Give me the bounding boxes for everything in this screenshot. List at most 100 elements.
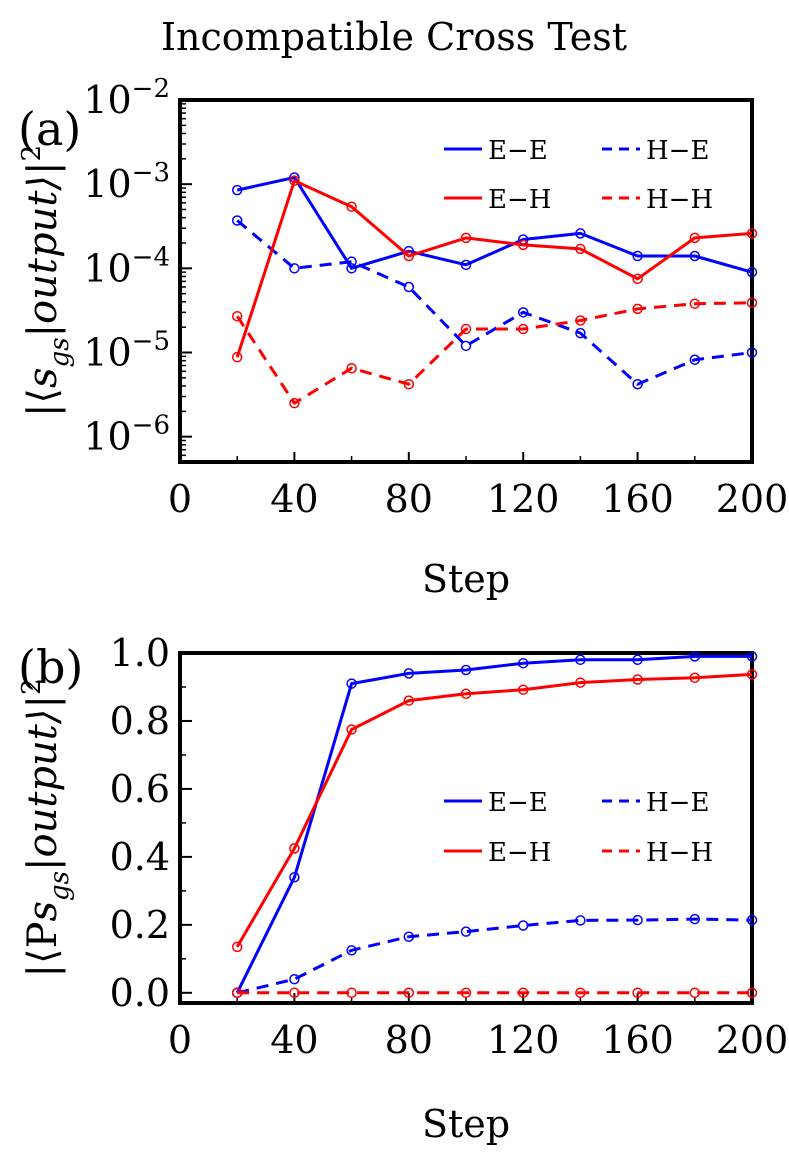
data-point-hh-b (746, 987, 758, 999)
data-point-he-a (346, 256, 357, 267)
series-line-eh-b (235, 672, 753, 948)
data-point-hh-b (289, 987, 300, 999)
series-group-b (231, 651, 758, 999)
series-line-he-a (236, 219, 753, 386)
data-point-eh-a (632, 273, 643, 285)
data-point-eh-a (231, 351, 243, 363)
y-tick-label-a: 10−2 (83, 74, 170, 122)
data-point-ee-b (517, 657, 529, 669)
x-tick-label-a: 0 (168, 477, 192, 521)
panel-a: 0 40 80 120 160 200 10−6 10−5 10−4 10−3 10−2 E−E H−… (17, 74, 788, 601)
data-point-he-a (460, 340, 472, 352)
data-point-ee-b (632, 654, 643, 666)
data-point-hh-a (231, 310, 243, 322)
data-point-hh-a (460, 323, 472, 335)
data-point-ee-a (575, 228, 586, 239)
data-point-ee-b (746, 651, 758, 662)
y-axis-label-a: |⟨sgs|output⟩|2 (17, 145, 75, 417)
data-point-eh-a (517, 239, 529, 251)
data-point-eh-a (346, 201, 357, 212)
data-point-he-b (403, 931, 415, 942)
y-tick-label-a: 10−5 (83, 326, 170, 374)
series-group-a (231, 172, 758, 409)
x-tick-label-a: 120 (487, 477, 560, 521)
series-line-ee-a (236, 176, 753, 274)
legend-label-hh-a: H−H (646, 185, 713, 215)
data-point-he-a (403, 281, 415, 293)
data-point-hh-b (403, 987, 415, 999)
x-axis-label-b: Step (422, 1102, 510, 1146)
axis-ticks-b: 0 40 80 120 160 200 0.0 0.2 0.4 0.6 0.8 1.0 (110, 631, 789, 1062)
data-point-he-b (746, 914, 758, 926)
panel-label-a: (a) (18, 102, 81, 156)
panel-label-b: (b) (18, 640, 83, 694)
data-point-eh-a (746, 228, 758, 239)
data-point-eh-b (517, 684, 529, 695)
y-axis-label-text-b: |⟨Psgs|output⟩|2 (17, 679, 75, 978)
data-point-ee-a (632, 250, 643, 262)
series-line-eh-a (235, 179, 753, 358)
data-point-he-b (289, 973, 300, 985)
data-point-he-b (689, 913, 701, 925)
data-point-eh-b (746, 669, 758, 680)
data-point-ee-a (746, 266, 758, 278)
data-point-he-b (632, 914, 643, 926)
data-point-eh-b (632, 674, 643, 685)
data-point-hh-b (517, 987, 529, 999)
data-point-hh-a (689, 298, 701, 309)
x-tick-label-b: 0 (168, 1018, 192, 1062)
y-axis-label-text-a: |⟨sgs|output⟩|2 (17, 145, 75, 417)
y-axis-label-b: |⟨Psgs|output⟩|2 (17, 679, 75, 978)
y-tick-label-b: 1.0 (110, 631, 170, 675)
legend-label-ee-b: E−E (488, 788, 548, 818)
data-point-hh-a (403, 378, 415, 390)
axis-ticks-a: 0 40 80 120 160 200 10−6 10−5 10−4 10−3 10−2 (83, 74, 788, 521)
y-tick-label-a: 10−4 (83, 242, 170, 290)
data-point-he-b (575, 915, 586, 926)
data-point-he-a (289, 263, 300, 274)
data-point-eh-b (460, 688, 472, 700)
x-tick-label-a: 40 (270, 477, 318, 521)
data-point-eh-a (460, 232, 472, 244)
legend-label-eh-a: E−H (488, 185, 551, 215)
data-point-hh-a (346, 362, 357, 374)
legend-label-he-b: H−E (646, 788, 709, 818)
figure-title: Incompatible Cross Test (161, 15, 627, 59)
data-point-ee-b (403, 668, 415, 679)
data-point-eh-b (403, 695, 415, 706)
x-tick-label-b: 120 (487, 1018, 560, 1062)
data-point-he-a (632, 378, 643, 390)
data-point-ee-a (231, 184, 243, 196)
legend-label-ee-a: E−E (488, 136, 548, 166)
data-point-ee-a (689, 250, 701, 262)
legend-label-he-a: H−E (646, 136, 709, 166)
data-point-he-b (517, 920, 529, 931)
data-point-hh-b (231, 987, 243, 999)
data-point-hh-a (575, 315, 586, 326)
data-point-he-a (231, 215, 243, 226)
data-point-hh-b (689, 987, 701, 999)
y-tick-label-a: 10−3 (83, 158, 170, 206)
legend-a: E−E H−E E−H H−H (444, 136, 713, 215)
x-tick-label-b: 160 (601, 1018, 674, 1062)
x-tick-label-a: 80 (385, 477, 433, 521)
x-tick-label-a: 160 (601, 477, 674, 521)
data-point-eh-b (575, 677, 586, 688)
data-point-ee-b (289, 872, 300, 883)
data-point-ee-b (689, 651, 701, 662)
data-point-hh-b (346, 987, 357, 999)
y-tick-label-b: 0.8 (110, 699, 170, 743)
data-point-he-a (746, 347, 758, 358)
x-axis-label-a: Step (422, 557, 510, 601)
series-line-hh-a (235, 301, 753, 405)
data-point-hh-b (632, 987, 643, 999)
data-point-hh-a (632, 303, 643, 315)
data-point-ee-a (460, 259, 472, 271)
x-tick-label-b: 40 (270, 1018, 318, 1062)
data-point-ee-a (346, 263, 357, 274)
y-tick-label-b: 0.0 (110, 971, 170, 1015)
data-point-ee-b (346, 678, 357, 689)
y-tick-label-b: 0.4 (110, 835, 170, 879)
